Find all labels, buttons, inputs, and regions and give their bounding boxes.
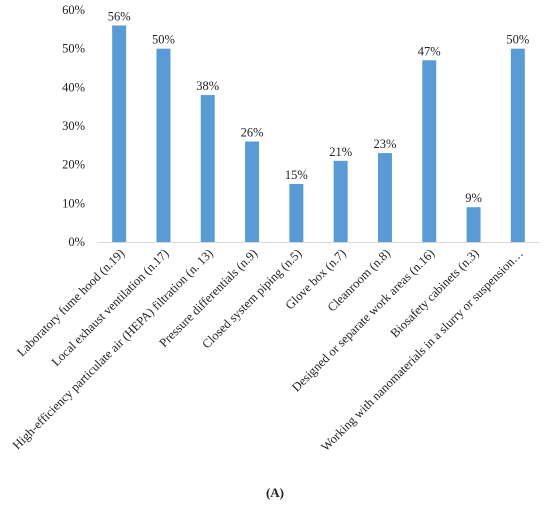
bar xyxy=(510,48,525,242)
figure-caption: (A) xyxy=(266,485,284,500)
category-labels: Laboratory fume hood (n.19)Local exhaust… xyxy=(10,246,526,454)
data-label: 50% xyxy=(152,33,175,47)
category-label: Working with nanomaterials in a slurry o… xyxy=(318,246,526,454)
y-tick-label: 40% xyxy=(62,80,85,94)
y-tick-label: 10% xyxy=(62,196,85,210)
data-label: 15% xyxy=(285,168,308,182)
bar xyxy=(333,160,348,242)
data-label: 23% xyxy=(373,137,396,151)
data-label: 47% xyxy=(418,44,441,58)
y-axis: 0% 10% 20% 30% 40% 50% 60% xyxy=(62,3,85,249)
y-tick-label: 60% xyxy=(62,3,85,17)
data-label: 56% xyxy=(108,9,131,23)
bar xyxy=(289,184,304,242)
y-tick-label: 50% xyxy=(62,42,85,56)
bars xyxy=(112,25,525,243)
bar xyxy=(200,95,215,242)
y-tick-label: 0% xyxy=(68,235,85,249)
y-tick-label: 20% xyxy=(62,158,85,172)
y-tick-label: 30% xyxy=(62,119,85,133)
bar xyxy=(245,141,260,242)
bar xyxy=(422,60,437,243)
bar xyxy=(377,153,392,242)
data-labels: 56% 50% 38% 26% 15% 21% 23% 47% 9% 50% xyxy=(108,9,530,205)
category-label: High-efficiency particulate air (HEPA) f… xyxy=(10,246,216,452)
data-label: 21% xyxy=(329,145,352,159)
bar xyxy=(112,25,127,242)
data-label: 38% xyxy=(196,79,219,93)
data-label: 9% xyxy=(465,191,482,205)
category-label: Biosafety cabinets (n.3) xyxy=(388,246,482,340)
bar xyxy=(466,207,481,242)
data-label: 26% xyxy=(241,125,264,139)
bar xyxy=(156,48,171,242)
data-label: 50% xyxy=(506,33,529,47)
